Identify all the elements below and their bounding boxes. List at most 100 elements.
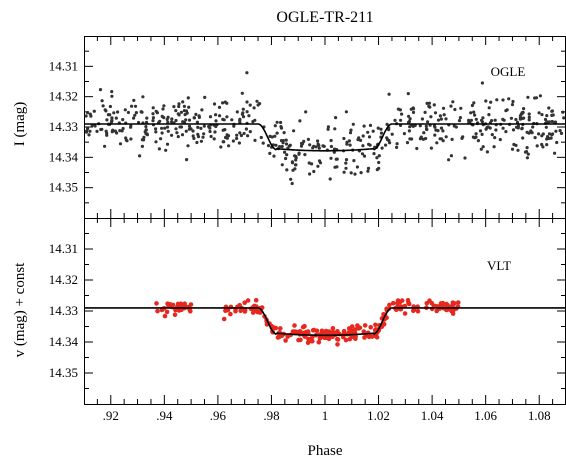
data-point xyxy=(297,152,301,156)
data-point xyxy=(224,307,229,313)
data-point xyxy=(145,116,149,120)
data-point xyxy=(326,329,332,334)
data-point xyxy=(530,131,534,135)
data-point xyxy=(291,168,295,172)
data-point xyxy=(366,334,372,340)
data-point xyxy=(279,120,283,125)
data-point xyxy=(218,114,222,118)
data-point xyxy=(250,310,256,315)
data-point xyxy=(165,125,170,129)
data-point xyxy=(163,126,167,130)
data-point xyxy=(504,109,508,113)
data-point xyxy=(317,336,323,341)
data-point xyxy=(228,311,233,317)
data-point xyxy=(121,126,125,131)
data-point xyxy=(514,143,518,147)
data-point xyxy=(399,298,405,303)
data-point xyxy=(527,112,531,116)
data-point xyxy=(282,131,286,135)
data-point xyxy=(166,129,170,133)
data-point xyxy=(175,301,181,307)
data-point xyxy=(372,152,376,156)
data-point xyxy=(299,144,304,148)
data-point xyxy=(180,133,185,137)
data-point xyxy=(130,104,134,108)
data-point xyxy=(385,122,389,126)
data-point xyxy=(377,160,381,165)
data-point xyxy=(329,144,333,149)
data-point xyxy=(329,156,333,160)
data-point xyxy=(181,120,185,124)
data-point xyxy=(374,335,380,340)
data-point xyxy=(521,111,525,115)
data-point xyxy=(481,145,485,149)
data-point xyxy=(408,117,412,121)
data-point xyxy=(84,114,88,118)
data-point xyxy=(459,106,463,110)
data-point xyxy=(133,104,138,108)
data-point xyxy=(495,98,499,102)
data-point xyxy=(353,336,358,342)
data-point xyxy=(179,110,183,114)
data-point xyxy=(223,100,227,104)
data-point xyxy=(385,136,389,140)
data-point xyxy=(151,112,155,116)
data-point xyxy=(390,300,396,306)
data-point xyxy=(202,132,206,136)
data-point xyxy=(99,127,103,132)
data-point xyxy=(101,104,105,108)
data-point xyxy=(235,136,239,141)
data-point xyxy=(245,298,251,303)
data-point xyxy=(199,126,203,130)
data-point xyxy=(456,300,461,305)
data-point xyxy=(396,107,400,111)
data-point xyxy=(373,322,378,328)
data-point xyxy=(308,172,312,176)
data-point xyxy=(377,154,381,158)
data-point xyxy=(176,135,180,139)
data-point xyxy=(95,129,99,133)
y-tick-label: 14.35 xyxy=(49,365,78,380)
data-point xyxy=(352,159,356,163)
data-point xyxy=(89,114,93,118)
data-point xyxy=(305,330,311,336)
data-point xyxy=(154,301,159,306)
data-point xyxy=(541,145,545,149)
data-point xyxy=(458,116,462,120)
data-point xyxy=(535,144,539,148)
data-point xyxy=(399,118,403,122)
data-point xyxy=(480,81,484,85)
data-point xyxy=(192,136,196,140)
data-point xyxy=(170,120,174,124)
data-point xyxy=(472,110,476,114)
data-point xyxy=(429,115,433,119)
data-point xyxy=(345,140,349,144)
data-point xyxy=(132,116,136,120)
data-point xyxy=(225,115,229,119)
data-point xyxy=(162,104,166,108)
data-point xyxy=(185,111,189,115)
data-point xyxy=(481,116,485,120)
data-point xyxy=(361,144,365,148)
data-point xyxy=(277,334,282,340)
data-point xyxy=(309,338,315,344)
data-point xyxy=(238,308,243,314)
x-tick-label: .96 xyxy=(210,408,227,423)
data-point xyxy=(196,125,200,129)
data-point xyxy=(357,325,363,331)
data-point xyxy=(186,144,190,148)
data-point xyxy=(296,337,301,343)
data-point xyxy=(510,103,515,107)
data-point xyxy=(154,140,158,144)
data-point xyxy=(301,142,305,146)
data-point xyxy=(237,141,241,145)
data-point xyxy=(355,165,359,169)
data-point xyxy=(379,127,383,131)
data-point xyxy=(252,106,256,110)
data-point xyxy=(411,107,416,111)
data-point xyxy=(387,138,391,143)
y-tick-label: 14.31 xyxy=(49,241,78,256)
data-point xyxy=(498,138,502,142)
data-point xyxy=(478,129,483,133)
data-point xyxy=(207,124,211,129)
